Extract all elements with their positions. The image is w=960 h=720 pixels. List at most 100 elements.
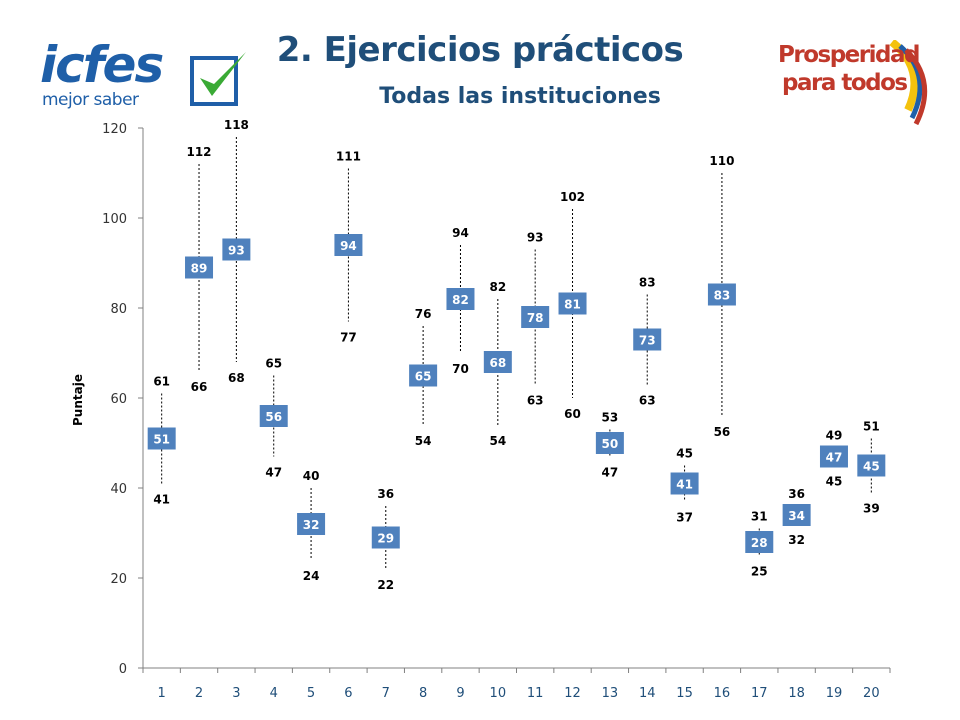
x-tick-label: 16 xyxy=(714,686,731,701)
mean-label: 89 xyxy=(191,262,208,276)
x-tick-label: 8 xyxy=(419,686,427,701)
mean-box xyxy=(558,292,587,315)
mean-label: 41 xyxy=(676,478,693,492)
mean-box xyxy=(409,364,438,387)
max-label: 76 xyxy=(415,307,432,321)
min-label: 63 xyxy=(639,394,656,408)
mean-box xyxy=(670,472,699,495)
min-label: 54 xyxy=(489,434,506,448)
min-label: 77 xyxy=(340,331,357,345)
x-tick-label: 9 xyxy=(456,686,464,701)
mean-box xyxy=(819,445,848,468)
x-tick-label: 15 xyxy=(676,686,693,701)
y-tick-label: 40 xyxy=(110,482,127,497)
max-label: 94 xyxy=(452,226,469,240)
mean-label: 78 xyxy=(527,311,544,325)
max-label: 51 xyxy=(863,420,880,434)
mean-box xyxy=(707,283,736,306)
max-label: 93 xyxy=(527,231,544,245)
mean-label: 68 xyxy=(489,356,506,370)
mean-label: 50 xyxy=(602,437,619,451)
max-label: 118 xyxy=(224,118,249,132)
mean-label: 83 xyxy=(714,289,731,303)
x-tick-label: 18 xyxy=(788,686,805,701)
min-label: 25 xyxy=(751,565,768,579)
y-tick-label: 0 xyxy=(119,662,127,677)
checkmark-icon xyxy=(190,52,246,106)
mean-box xyxy=(782,504,811,526)
min-label: 37 xyxy=(676,511,693,525)
min-label: 70 xyxy=(452,362,469,376)
min-label: 45 xyxy=(826,475,843,489)
mean-label: 81 xyxy=(564,298,581,312)
max-label: 111 xyxy=(336,150,361,164)
mean-label: 28 xyxy=(751,536,768,550)
mean-box xyxy=(483,351,512,373)
x-tick-label: 10 xyxy=(490,686,507,701)
x-tick-label: 17 xyxy=(751,686,768,701)
min-label: 54 xyxy=(415,434,432,448)
max-label: 49 xyxy=(826,429,843,443)
mean-label: 94 xyxy=(340,239,357,253)
min-label: 56 xyxy=(714,425,731,439)
max-label: 36 xyxy=(788,487,805,501)
x-tick-label: 13 xyxy=(602,686,619,701)
flag-stripes-icon xyxy=(889,40,928,125)
max-label: 31 xyxy=(751,510,768,524)
mean-box xyxy=(521,306,550,328)
mean-box xyxy=(297,513,326,535)
x-tick-label: 2 xyxy=(195,686,203,701)
y-tick-label: 80 xyxy=(110,302,127,317)
icfes-logo-tagline: mejor saber xyxy=(42,90,139,110)
mean-box xyxy=(371,526,400,549)
mean-box xyxy=(259,405,288,427)
mean-box xyxy=(857,454,886,477)
min-label: 47 xyxy=(265,466,282,480)
x-tick-label: 6 xyxy=(344,686,352,701)
mean-label: 34 xyxy=(788,509,805,523)
mean-label: 73 xyxy=(639,334,656,348)
max-label: 82 xyxy=(489,280,506,294)
x-tick-label: 12 xyxy=(564,686,581,701)
mean-box xyxy=(446,288,475,310)
mean-box xyxy=(745,531,774,553)
mean-box xyxy=(633,328,662,351)
x-tick-label: 20 xyxy=(863,686,880,701)
y-tick-label: 100 xyxy=(102,212,127,227)
page-title: 2. Ejercicios prácticos xyxy=(276,30,684,70)
min-label: 68 xyxy=(228,371,245,385)
min-label: 66 xyxy=(191,380,208,394)
mean-label: 47 xyxy=(826,451,843,465)
mean-box xyxy=(334,234,363,256)
mean-box xyxy=(222,238,251,261)
icfes-logo: icfes mejor saber xyxy=(40,36,246,112)
min-label: 63 xyxy=(527,394,544,408)
y-tick-label: 60 xyxy=(110,392,127,407)
max-label: 36 xyxy=(377,487,394,501)
mean-label: 93 xyxy=(228,244,245,258)
min-label: 24 xyxy=(303,569,320,583)
mean-label: 82 xyxy=(452,293,469,307)
mean-label: 32 xyxy=(303,518,320,532)
x-tick-label: 7 xyxy=(382,686,390,701)
y-tick-label: 120 xyxy=(102,122,127,137)
max-label: 45 xyxy=(676,447,693,461)
x-tick-label: 4 xyxy=(270,686,278,701)
y-tick-label: 20 xyxy=(110,572,127,587)
min-label: 47 xyxy=(602,466,619,480)
x-tick-label: 5 xyxy=(307,686,315,701)
prosperidad-logo-line1: Prosperidad xyxy=(778,42,920,68)
max-label: 65 xyxy=(265,357,282,371)
mean-box xyxy=(595,432,624,454)
mean-box xyxy=(185,256,214,279)
mean-box xyxy=(147,427,176,450)
min-label: 22 xyxy=(377,578,394,592)
x-tick-label: 3 xyxy=(232,686,240,701)
max-label: 112 xyxy=(186,145,211,159)
min-label: 39 xyxy=(863,502,880,516)
min-label: 60 xyxy=(564,407,581,421)
max-label: 61 xyxy=(153,375,170,389)
x-tick-label: 1 xyxy=(158,686,166,701)
mean-label: 29 xyxy=(377,532,394,546)
